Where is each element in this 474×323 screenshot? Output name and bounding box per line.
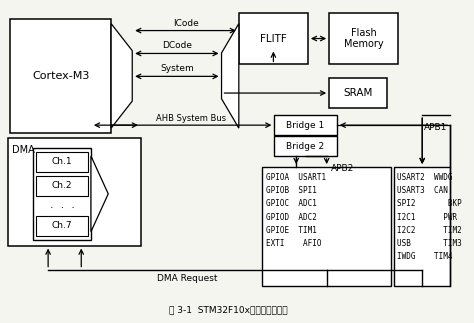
Text: Ch.2: Ch.2 [52,182,73,190]
Bar [394,167,450,287]
Text: System: System [160,64,194,73]
Text: ICode: ICode [173,19,199,27]
Bar [36,152,88,172]
Bar [10,19,111,133]
Bar [262,167,392,287]
Text: SRAM: SRAM [343,88,373,98]
Bar [36,216,88,236]
Text: Ch.1: Ch.1 [52,158,73,166]
Bar [274,136,337,156]
Text: 图 3-1  STM32F10x处理器总线结构: 图 3-1 STM32F10x处理器总线结构 [169,305,288,314]
Bar [36,176,88,196]
Text: FLITF: FLITF [260,34,287,44]
Bar [239,13,308,64]
Text: AHB System Bus: AHB System Bus [156,114,227,123]
Text: Bridge 2: Bridge 2 [286,141,325,151]
Text: APB1: APB1 [424,123,447,132]
Text: Ch.7: Ch.7 [52,221,73,230]
Polygon shape [221,24,239,128]
Bar [9,138,141,245]
Text: Cortex-M3: Cortex-M3 [32,71,90,81]
Text: DMA Request: DMA Request [157,274,218,283]
Text: USART2  WWDG
USART3  CAN
SPI2       BKP
I2C1      PWR
I2C2      TIM2
USB       T: USART2 WWDG USART3 CAN SPI2 BKP I2C1 PWR… [397,173,462,261]
Text: DMA: DMA [12,145,35,155]
Bar [33,148,91,240]
Polygon shape [111,24,132,128]
Bar [274,115,337,135]
Polygon shape [91,156,108,232]
Text: Bridge 1: Bridge 1 [286,121,325,130]
Text: Flash
Memory: Flash Memory [344,28,383,49]
Text: GPIOA  USART1
GPIOB  SPI1
GPIOC  ADC1
GPIOD  ADC2
GPIOE  TIM1
EXTI    AFIO: GPIOA USART1 GPIOB SPI1 GPIOC ADC1 GPIOD… [266,173,326,248]
Text: ·  ·  ·: · · · [50,203,74,213]
Text: APB2: APB2 [330,164,354,173]
Text: DCode: DCode [162,41,192,50]
Bar [329,78,387,108]
Bar [329,13,398,64]
